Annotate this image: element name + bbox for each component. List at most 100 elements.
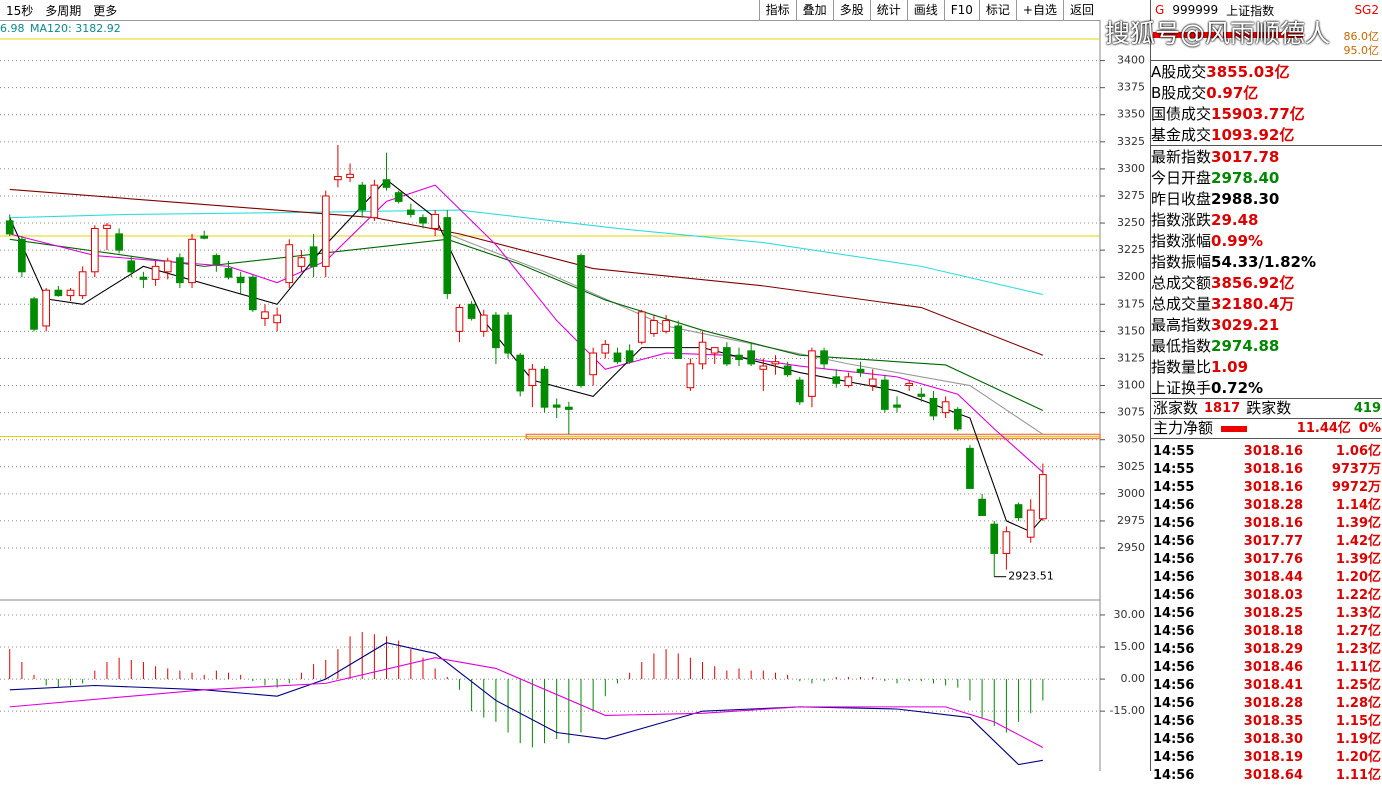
ma-line bbox=[447, 233, 1044, 435]
y-tick-label: 3250 bbox=[1117, 216, 1145, 229]
tool-button[interactable]: 多股 bbox=[832, 0, 870, 20]
candle-body bbox=[783, 365, 792, 376]
tool-button[interactable]: +自选 bbox=[1015, 0, 1063, 20]
tick-cell: 14:56 bbox=[1153, 588, 1195, 603]
tool-button[interactable]: 画线 bbox=[906, 0, 944, 20]
y-tick-label: -15.00 bbox=[1110, 704, 1145, 717]
menu-item[interactable]: 15秒 bbox=[6, 3, 34, 18]
tick-cell: 14:56 bbox=[1153, 768, 1195, 783]
y-tick-label: 3350 bbox=[1117, 108, 1145, 121]
tick-row: 14:56 3018.18 1.27亿 bbox=[1151, 623, 1382, 641]
tick-cell: 3018.44 bbox=[1243, 570, 1303, 585]
toolbar: 15秒 多周期 更多 指标 叠加 多股 统计 画线 F10 标记 +自选 返回 bbox=[0, 0, 1100, 21]
stat-label: 指数量比 bbox=[1151, 358, 1212, 376]
tick-cell: 14:56 bbox=[1153, 750, 1195, 765]
quote-panel: G 999999 上证指数 SG2 86.0亿 95.0亿 A股成交3855.03亿 B股成交… bbox=[1150, 0, 1382, 783]
stat-row: 基金成交1093.92亿 bbox=[1151, 124, 1382, 145]
menu-item[interactable]: 多周期 bbox=[45, 3, 82, 18]
tick-row: 14:56 3018.41 1.25亿 bbox=[1151, 677, 1382, 695]
stat-row: 上证换手0.72% bbox=[1151, 377, 1382, 398]
ma-line bbox=[9, 178, 1044, 533]
panel-header: G 999999 上证指数 SG2 bbox=[1151, 0, 1382, 20]
tick-cell: 3018.19 bbox=[1243, 750, 1303, 765]
candle-body bbox=[479, 314, 488, 332]
candle-body bbox=[966, 447, 974, 489]
tick-cell: 3018.41 bbox=[1243, 678, 1303, 693]
tick-row: 14:56 3018.16 1.39亿 bbox=[1151, 515, 1382, 533]
tool-button[interactable]: 标记 bbox=[978, 0, 1016, 20]
tool-button[interactable]: 指标 bbox=[758, 0, 796, 20]
tool-button[interactable]: 返回 bbox=[1062, 0, 1100, 20]
tick-cell: 3018.16 bbox=[1243, 480, 1303, 495]
candle-body bbox=[674, 325, 683, 359]
tick-cell: 3018.16 bbox=[1243, 462, 1303, 477]
ma-line bbox=[9, 209, 1043, 296]
candle-body bbox=[42, 289, 51, 327]
tick-row: 14:56 3017.77 1.42亿 bbox=[1151, 533, 1382, 551]
candle-body bbox=[735, 354, 743, 361]
y-tick-label: 3025 bbox=[1117, 460, 1145, 473]
candle-body bbox=[321, 195, 330, 267]
candle-body bbox=[346, 173, 354, 179]
stat-value: 3017.78 bbox=[1211, 148, 1280, 166]
stat-row: 国债成交15903.77亿 bbox=[1151, 103, 1382, 124]
candle-body bbox=[382, 179, 391, 188]
tick-cell: 3017.77 bbox=[1243, 534, 1303, 549]
tick-cell: 14:56 bbox=[1153, 516, 1195, 531]
menu-item[interactable]: 更多 bbox=[93, 3, 118, 18]
bar-red bbox=[1223, 32, 1303, 38]
bar-red bbox=[1153, 32, 1219, 38]
tick-cell: 14:55 bbox=[1153, 462, 1195, 477]
stat-label: 最低指数 bbox=[1151, 337, 1212, 355]
candle-body bbox=[18, 238, 26, 273]
stat-value: 29.48 bbox=[1211, 211, 1259, 229]
tick-cell: 14:55 bbox=[1153, 480, 1195, 495]
flow-bar bbox=[1221, 426, 1248, 432]
candle-body bbox=[163, 260, 172, 273]
tool-button[interactable]: 统计 bbox=[869, 0, 907, 20]
y-tick-label: 3100 bbox=[1117, 379, 1145, 392]
tick-cell: 1.14亿 bbox=[1335, 498, 1381, 513]
candle-body bbox=[419, 217, 427, 224]
flow-row: 主力净额 11.44亿 0% bbox=[1151, 418, 1382, 438]
tick-row: 14:56 3018.29 1.23亿 bbox=[1151, 641, 1382, 659]
stat-value: 2974.88 bbox=[1211, 337, 1280, 355]
tick-cell: 3018.35 bbox=[1243, 714, 1303, 729]
ma-line bbox=[9, 657, 1044, 748]
stat-row: 最新指数3017.78 bbox=[1151, 145, 1382, 167]
tick-cell: 1.19亿 bbox=[1335, 732, 1381, 747]
candle-body bbox=[504, 314, 512, 354]
tick-cell: 1.06亿 bbox=[1335, 444, 1381, 459]
tick-cell: 3018.29 bbox=[1243, 642, 1303, 657]
stat-label: 总成交额 bbox=[1151, 274, 1212, 292]
tick-cell: 3018.16 bbox=[1243, 444, 1303, 459]
bar-label: 86.0亿 bbox=[1343, 30, 1380, 43]
candle-body bbox=[905, 382, 914, 387]
tick-row: 14:56 3018.28 1.28亿 bbox=[1151, 695, 1382, 713]
header-item: G bbox=[1155, 3, 1165, 17]
candle-body bbox=[1026, 509, 1035, 538]
candle-body bbox=[248, 276, 257, 311]
tick-cell: 3018.30 bbox=[1243, 732, 1303, 747]
candle-body bbox=[808, 350, 816, 397]
tick-cell: 3018.03 bbox=[1243, 588, 1303, 603]
stat-value: 1093.92亿 bbox=[1211, 126, 1295, 144]
candle-body bbox=[589, 352, 597, 376]
stat-value: 2978.40 bbox=[1211, 169, 1280, 187]
stat-row: 最低指数2974.88 bbox=[1151, 335, 1382, 356]
tick-row: 14:55 3018.16 9972万 bbox=[1151, 479, 1382, 497]
tool-button[interactable]: F10 bbox=[943, 0, 979, 20]
tool-button[interactable]: 叠加 bbox=[795, 0, 833, 20]
candle-body bbox=[917, 393, 926, 397]
candle-body bbox=[771, 361, 780, 365]
candle-body bbox=[443, 217, 452, 294]
stat-row: 指数涨跌29.48 bbox=[1151, 209, 1382, 230]
stat-label: 最高指数 bbox=[1151, 316, 1212, 334]
y-tick-label: 3150 bbox=[1117, 324, 1145, 337]
candle-body bbox=[650, 320, 658, 335]
y-tick-label: 3200 bbox=[1117, 270, 1145, 283]
candle-body bbox=[224, 268, 233, 278]
tick-list: 14:55 3018.16 1.06亿 14:55 3018.16 9737万 14:55 3… bbox=[1151, 438, 1382, 785]
tick-cell: 1.39亿 bbox=[1335, 516, 1381, 531]
y-tick-label: 3275 bbox=[1117, 189, 1145, 202]
